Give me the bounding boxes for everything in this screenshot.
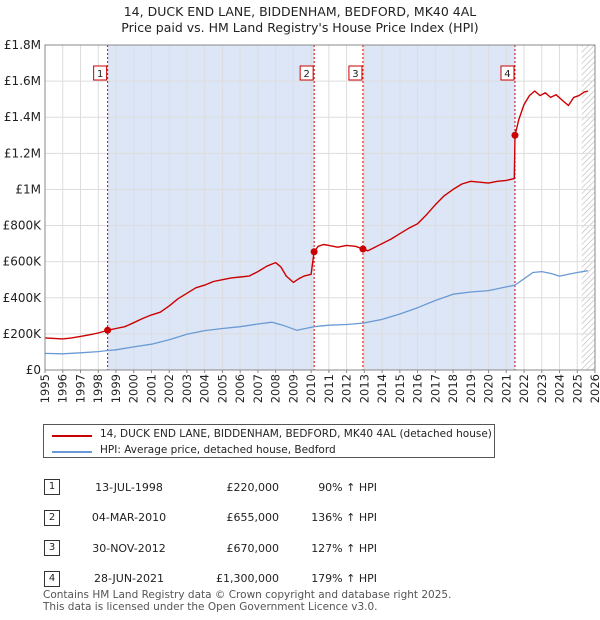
sale-number-badge: 2 <box>44 509 60 526</box>
sale-price: £1,300,000 <box>216 572 279 586</box>
sale-label-number: 4 <box>504 69 510 80</box>
price-chart: 1 2 3 4 £0 £200K £400K £600K £800K £1M £1.2M £1.4M… <box>3 38 600 403</box>
y-tick-label: £1.8M <box>4 38 41 52</box>
legend-item-hpi: HPI: Average price, detached house, Bedf… <box>44 444 494 460</box>
sale-label-box <box>500 65 515 81</box>
x-tick-label: 2002 <box>162 374 176 403</box>
sale-price: £655,000 <box>226 511 280 525</box>
table-row: 4 28-JUN-2021 £1,300,000 179% ↑ HPI <box>43 564 377 595</box>
x-tick-label: 2003 <box>180 374 194 403</box>
x-tick-label: 2023 <box>535 374 549 403</box>
sale-point <box>511 131 519 139</box>
footer-license: This data is licensed under the Open Gov… <box>43 601 378 613</box>
y-tick-label: £0 <box>26 363 41 377</box>
x-tick-label: 1995 <box>38 374 52 403</box>
x-tick-label: 2022 <box>517 374 531 403</box>
y-tick-label: £1.6M <box>4 74 41 88</box>
x-tick-label: 1998 <box>91 374 105 403</box>
x-tick-label: 2025 <box>570 374 584 403</box>
sale-date: 28-JUN-2021 <box>93 572 165 586</box>
sale-hpi-change: 90% ↑ HPI <box>318 480 377 494</box>
forecast-hatch-region <box>581 45 595 370</box>
ownership-shade <box>107 45 315 370</box>
sale-price: £220,000 <box>226 480 280 494</box>
chart-subtitle: Price paid vs. HM Land Registry's House … <box>121 20 479 35</box>
y-tick-label: £1.2M <box>4 146 41 160</box>
x-tick-label: 2008 <box>269 374 283 403</box>
series-line-property <box>45 90 589 340</box>
y-tick-label: £200K <box>3 327 43 341</box>
x-tick-label: 2026 <box>588 374 600 403</box>
x-tick-label: 2012 <box>340 374 354 403</box>
table-row: 3 30-NOV-2012 £670,000 127% ↑ HPI <box>43 533 377 564</box>
ownership-shade <box>362 45 515 370</box>
plot-frame <box>44 44 596 371</box>
sale-number-badge: 1 <box>44 479 60 496</box>
sale-point <box>310 248 318 256</box>
x-tick-label: 2020 <box>482 374 496 403</box>
footer-copyright: Contains HM Land Registry data © Crown c… <box>43 589 452 601</box>
sale-label-box <box>299 65 314 81</box>
x-tick-label: 2014 <box>375 374 389 403</box>
legend-line-property <box>52 435 92 437</box>
legend-line-hpi <box>52 451 92 453</box>
legend-label-property: 14, DUCK END LANE, BIDDENHAM, BEDFORD, M… <box>100 428 492 440</box>
x-tick-label: 2011 <box>322 374 336 403</box>
x-tick-label: 2010 <box>304 374 318 403</box>
x-tick-label: 2000 <box>127 374 141 403</box>
x-tick-label: 1996 <box>56 374 70 403</box>
sale-point <box>104 326 112 334</box>
sales-table: 1 13-JUL-1998 £220,000 90% ↑ HPI 2 04-MA… <box>43 472 377 594</box>
legend-item-property: 14, DUCK END LANE, BIDDENHAM, BEDFORD, M… <box>44 428 494 444</box>
sale-point <box>359 245 367 253</box>
x-tick-label: 2018 <box>446 374 460 403</box>
sale-hpi-change: 127% ↑ HPI <box>311 541 377 555</box>
x-tick-label: 2024 <box>553 374 567 403</box>
y-tick-label: £800K <box>3 219 43 233</box>
sale-date: 30-NOV-2012 <box>92 541 166 555</box>
x-tick-label: 2019 <box>464 374 478 403</box>
x-tick-label: 2015 <box>393 374 407 403</box>
sale-hpi-change: 179% ↑ HPI <box>311 572 377 586</box>
sale-label-box <box>93 65 108 81</box>
x-tick-label: 2017 <box>428 374 442 403</box>
sale-number-badge: 3 <box>44 540 60 557</box>
x-tick-label: 2021 <box>499 374 513 403</box>
x-tick-label: 2001 <box>144 374 158 403</box>
series-line-hpi <box>45 270 589 355</box>
x-tick-label: 1999 <box>109 374 123 403</box>
x-tick-label: 2013 <box>357 374 371 403</box>
sale-date: 04-MAR-2010 <box>91 511 167 525</box>
sale-label-number: 3 <box>352 69 358 80</box>
sale-date: 13-JUL-1998 <box>95 480 163 494</box>
chart-legend: 14, DUCK END LANE, BIDDENHAM, BEDFORD, M… <box>43 424 495 458</box>
legend-label-hpi: HPI: Average price, detached house, Bedf… <box>100 444 336 456</box>
y-tick-label: £1M <box>15 182 41 196</box>
x-tick-label: 2009 <box>286 374 300 403</box>
y-tick-label: £600K <box>3 255 43 269</box>
y-tick-label: £1.4M <box>4 110 41 124</box>
sale-label-number: 1 <box>97 69 103 80</box>
y-tick-label: £400K <box>3 291 43 305</box>
x-tick-label: 2005 <box>215 374 229 403</box>
x-tick-label: 2007 <box>251 374 265 403</box>
x-tick-label: 2006 <box>233 374 247 403</box>
table-row: 2 04-MAR-2010 £655,000 136% ↑ HPI <box>43 503 377 534</box>
sale-label-number: 2 <box>303 69 309 80</box>
sale-label-box <box>348 65 363 81</box>
sale-hpi-change: 136% ↑ HPI <box>311 511 377 525</box>
x-tick-label: 2004 <box>198 374 212 403</box>
table-row: 1 13-JUL-1998 £220,000 90% ↑ HPI <box>43 472 377 503</box>
chart-title-address: 14, DUCK END LANE, BIDDENHAM, BEDFORD, M… <box>123 4 477 19</box>
sale-price: £670,000 <box>226 541 280 555</box>
x-tick-label: 2016 <box>411 374 425 403</box>
x-tick-label: 1997 <box>73 374 87 403</box>
sale-number-badge: 4 <box>44 570 60 587</box>
